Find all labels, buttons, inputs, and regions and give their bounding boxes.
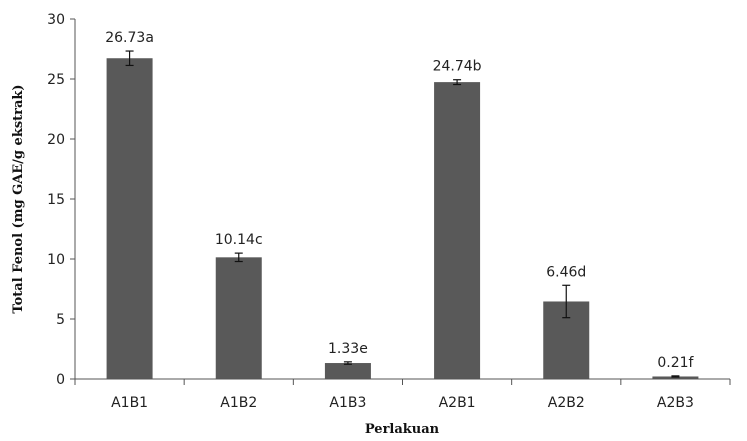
x-tick-label-a2b1: A2B1 [439,395,476,411]
y-axis-ticks: 0 5 10 15 20 25 30 [47,12,75,388]
data-label-a1b2: 10.14c [215,232,263,248]
bar-a1b3 [324,363,371,379]
y-tick-label: 25 [47,72,65,88]
bar-a2b3 [652,376,699,379]
x-tick-label-a1b1: A1B1 [111,395,148,411]
y-axis-title: Total Fenol (mg GAE/g ekstrak) [11,84,26,313]
x-tick-label-a1b3: A1B3 [329,395,366,411]
x-axis-ticks: A1B1 A1B2 A1B3 A2B1 A2B2 A2B3 [74,379,731,411]
data-label-a1b3: 1.33e [328,341,368,357]
y-tick-label: 15 [47,192,65,208]
x-tick-label-a1b2: A1B2 [220,395,257,411]
bar-a1b1 [106,58,153,380]
bar-a2b1 [434,82,481,380]
error-bar-a1b2 [234,252,243,263]
x-axis-title: Perlakuan [365,422,440,437]
error-bars-group [125,50,680,378]
data-label-a2b2: 6.46d [546,264,586,280]
y-tick-label: 20 [47,132,65,148]
error-bar-a2b3 [671,375,680,378]
x-tick-label-a2b2: A2B2 [548,395,585,411]
data-label-a2b1: 24.74b [433,59,482,75]
error-bar-a1b3 [343,361,352,365]
y-tick-label: 10 [47,252,65,268]
data-label-a1b1: 26.73a [105,30,154,46]
data-labels-group: 26.73a 10.14c 1.33e 24.74b 6.46d 0.21f [105,30,694,371]
bars-group [106,58,699,380]
error-bar-a2b1 [453,79,462,86]
bar-a1b2 [215,257,262,379]
x-tick-label-a2b3: A2B3 [657,395,694,411]
data-label-a2b3: 0.21f [657,355,694,371]
y-tick-label: 0 [56,372,65,388]
y-tick-label: 5 [56,312,65,328]
error-bar-a2b2 [562,284,571,319]
error-bar-a1b1 [125,50,134,67]
y-tick-label: 30 [47,12,65,28]
